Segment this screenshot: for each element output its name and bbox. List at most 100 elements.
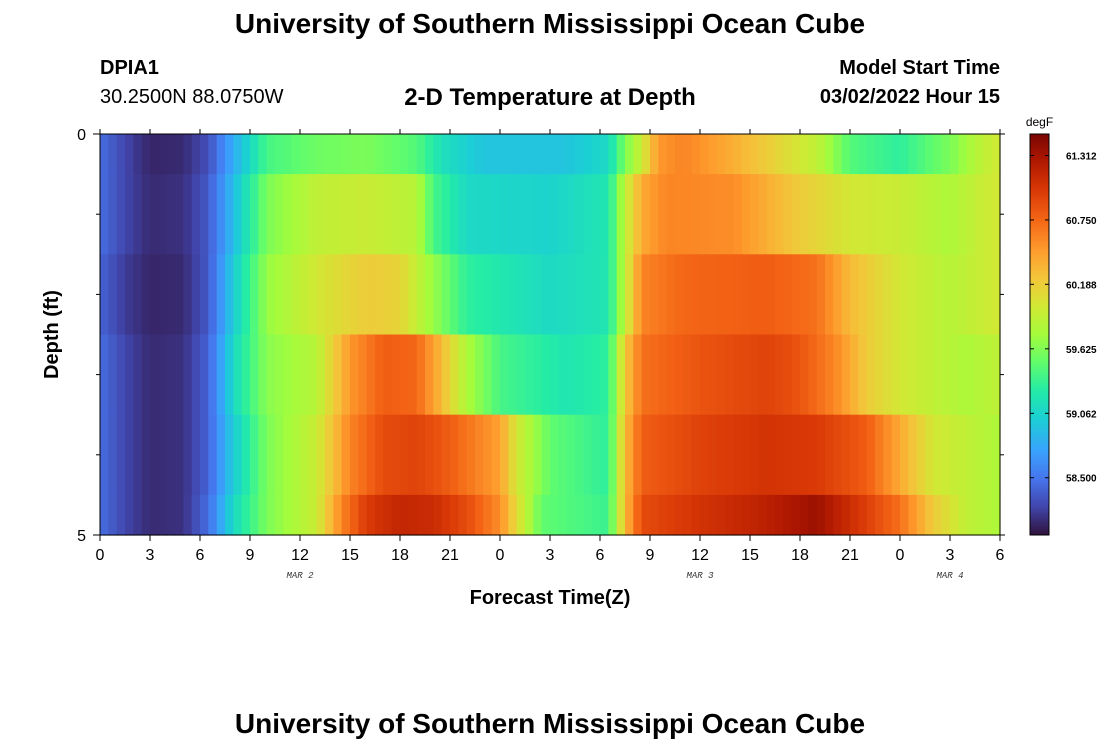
heatmap-cell xyxy=(966,254,976,336)
heatmap-cell xyxy=(308,414,318,496)
station-name: DPIA1 xyxy=(100,57,159,79)
heatmap-cell xyxy=(833,134,843,175)
colorbar-tick-label: 59.062 xyxy=(1066,409,1097,420)
heatmap-cell xyxy=(841,414,851,496)
heatmap-cell xyxy=(741,334,751,416)
heatmap-cell xyxy=(600,254,609,336)
heatmap-cell xyxy=(333,254,343,336)
heatmap-cell xyxy=(175,134,184,175)
heatmap-cell xyxy=(466,414,476,496)
heatmap-cell xyxy=(541,174,551,255)
heatmap-cell xyxy=(458,174,468,255)
heatmap-cell xyxy=(700,334,709,416)
heatmap-cell xyxy=(350,254,359,336)
heatmap-cell xyxy=(508,134,518,175)
footer-title: University of Southern Mississippi Ocean… xyxy=(234,708,866,739)
heatmap-cell xyxy=(158,174,168,255)
heatmap-cell xyxy=(591,174,601,255)
heatmap-cell xyxy=(975,174,984,255)
heatmap-cell xyxy=(633,414,643,496)
heatmap-cell xyxy=(633,494,643,536)
heatmap-cell xyxy=(775,174,784,255)
heatmap-cell xyxy=(433,134,443,175)
heatmap-cell xyxy=(458,134,468,175)
heatmap-cell xyxy=(500,414,509,496)
heatmap-cell xyxy=(833,334,843,416)
heatmap-cell xyxy=(916,414,926,496)
heatmap-cell xyxy=(300,414,309,496)
heatmap-cell xyxy=(616,134,626,175)
heatmap-cell xyxy=(583,174,593,255)
heatmap-cell xyxy=(650,334,659,416)
heatmap-cell xyxy=(800,254,809,336)
heatmap-cell xyxy=(508,494,518,536)
heatmap-cell xyxy=(433,254,443,336)
heatmap-cell xyxy=(391,414,401,496)
heatmap-cell xyxy=(191,414,201,496)
heatmap-cell xyxy=(950,414,959,496)
x-tick-label: 3 xyxy=(946,547,955,564)
heatmap-cell xyxy=(375,334,384,416)
heatmap-cell xyxy=(333,134,343,175)
heatmap-cell xyxy=(675,134,684,175)
heatmap-cell xyxy=(316,254,326,336)
heatmap-cell xyxy=(450,174,459,255)
heatmap-cell xyxy=(508,174,518,255)
heatmap-cell xyxy=(908,334,918,416)
heatmap-cell xyxy=(775,254,784,336)
heatmap-cell xyxy=(841,134,851,175)
heatmap-cell xyxy=(866,414,876,496)
heatmap-cell xyxy=(491,334,501,416)
heatmap-cell xyxy=(675,494,684,536)
heatmap-cell xyxy=(450,494,459,536)
heatmap-cell xyxy=(250,254,259,336)
heatmap-cell xyxy=(516,334,526,416)
heatmap-cell xyxy=(616,494,626,536)
heatmap-cell xyxy=(950,174,959,255)
heatmap-cell xyxy=(933,414,943,496)
heatmap-cell xyxy=(483,414,493,496)
heatmap-cell xyxy=(841,494,851,536)
heatmap-cell xyxy=(241,174,251,255)
heatmap-cell xyxy=(366,494,376,536)
heatmap-cell xyxy=(566,414,576,496)
heatmap-cell xyxy=(508,254,518,336)
colorbar-tick-label: 60.188 xyxy=(1066,280,1097,291)
heatmap-cell xyxy=(883,494,893,536)
heatmap-cell xyxy=(800,174,809,255)
heatmap-cell xyxy=(958,334,968,416)
chart-title: 2-D Temperature at Depth xyxy=(404,84,696,111)
heatmap-cell xyxy=(366,414,376,496)
heatmap-cell xyxy=(433,414,443,496)
heatmap-cell xyxy=(783,174,793,255)
heatmap-cell xyxy=(158,414,168,496)
heatmap-cell xyxy=(591,254,601,336)
heatmap-cell xyxy=(391,254,401,336)
heatmap-cell xyxy=(583,494,593,536)
heatmap-cell xyxy=(866,254,876,336)
heatmap-cell xyxy=(616,174,626,255)
heatmap-cell xyxy=(583,414,593,496)
heatmap-cell xyxy=(850,174,859,255)
heatmap-cell xyxy=(850,414,859,496)
heatmap-cell xyxy=(975,134,984,175)
heatmap-cell xyxy=(150,134,159,175)
temperature-depth-chart: 0 3 6 9 12 15 18 21 0 3 6 9 12 15 18 21 0 3 6 MAR 2 MAR 3 MAR… xyxy=(41,115,1097,609)
x-axis-title: Forecast Time(Z) xyxy=(470,587,631,609)
heatmap-cell xyxy=(458,494,468,536)
heatmap-cell xyxy=(525,174,534,255)
heatmap-cell xyxy=(483,254,493,336)
heatmap-cell xyxy=(200,334,209,416)
heatmap-cell xyxy=(216,494,226,536)
y-axis-title: Depth (ft) xyxy=(41,290,63,379)
heatmap-cell xyxy=(625,174,634,255)
heatmap-cell xyxy=(633,334,643,416)
heatmap-cell xyxy=(408,254,418,336)
heatmap-cell xyxy=(233,334,243,416)
heatmap-cell xyxy=(508,414,518,496)
heatmap-cell xyxy=(383,254,393,336)
heatmap-cell xyxy=(808,414,818,496)
heatmap-cell xyxy=(475,334,484,416)
heatmap-cell xyxy=(866,174,876,255)
heatmap-cell xyxy=(650,494,659,536)
